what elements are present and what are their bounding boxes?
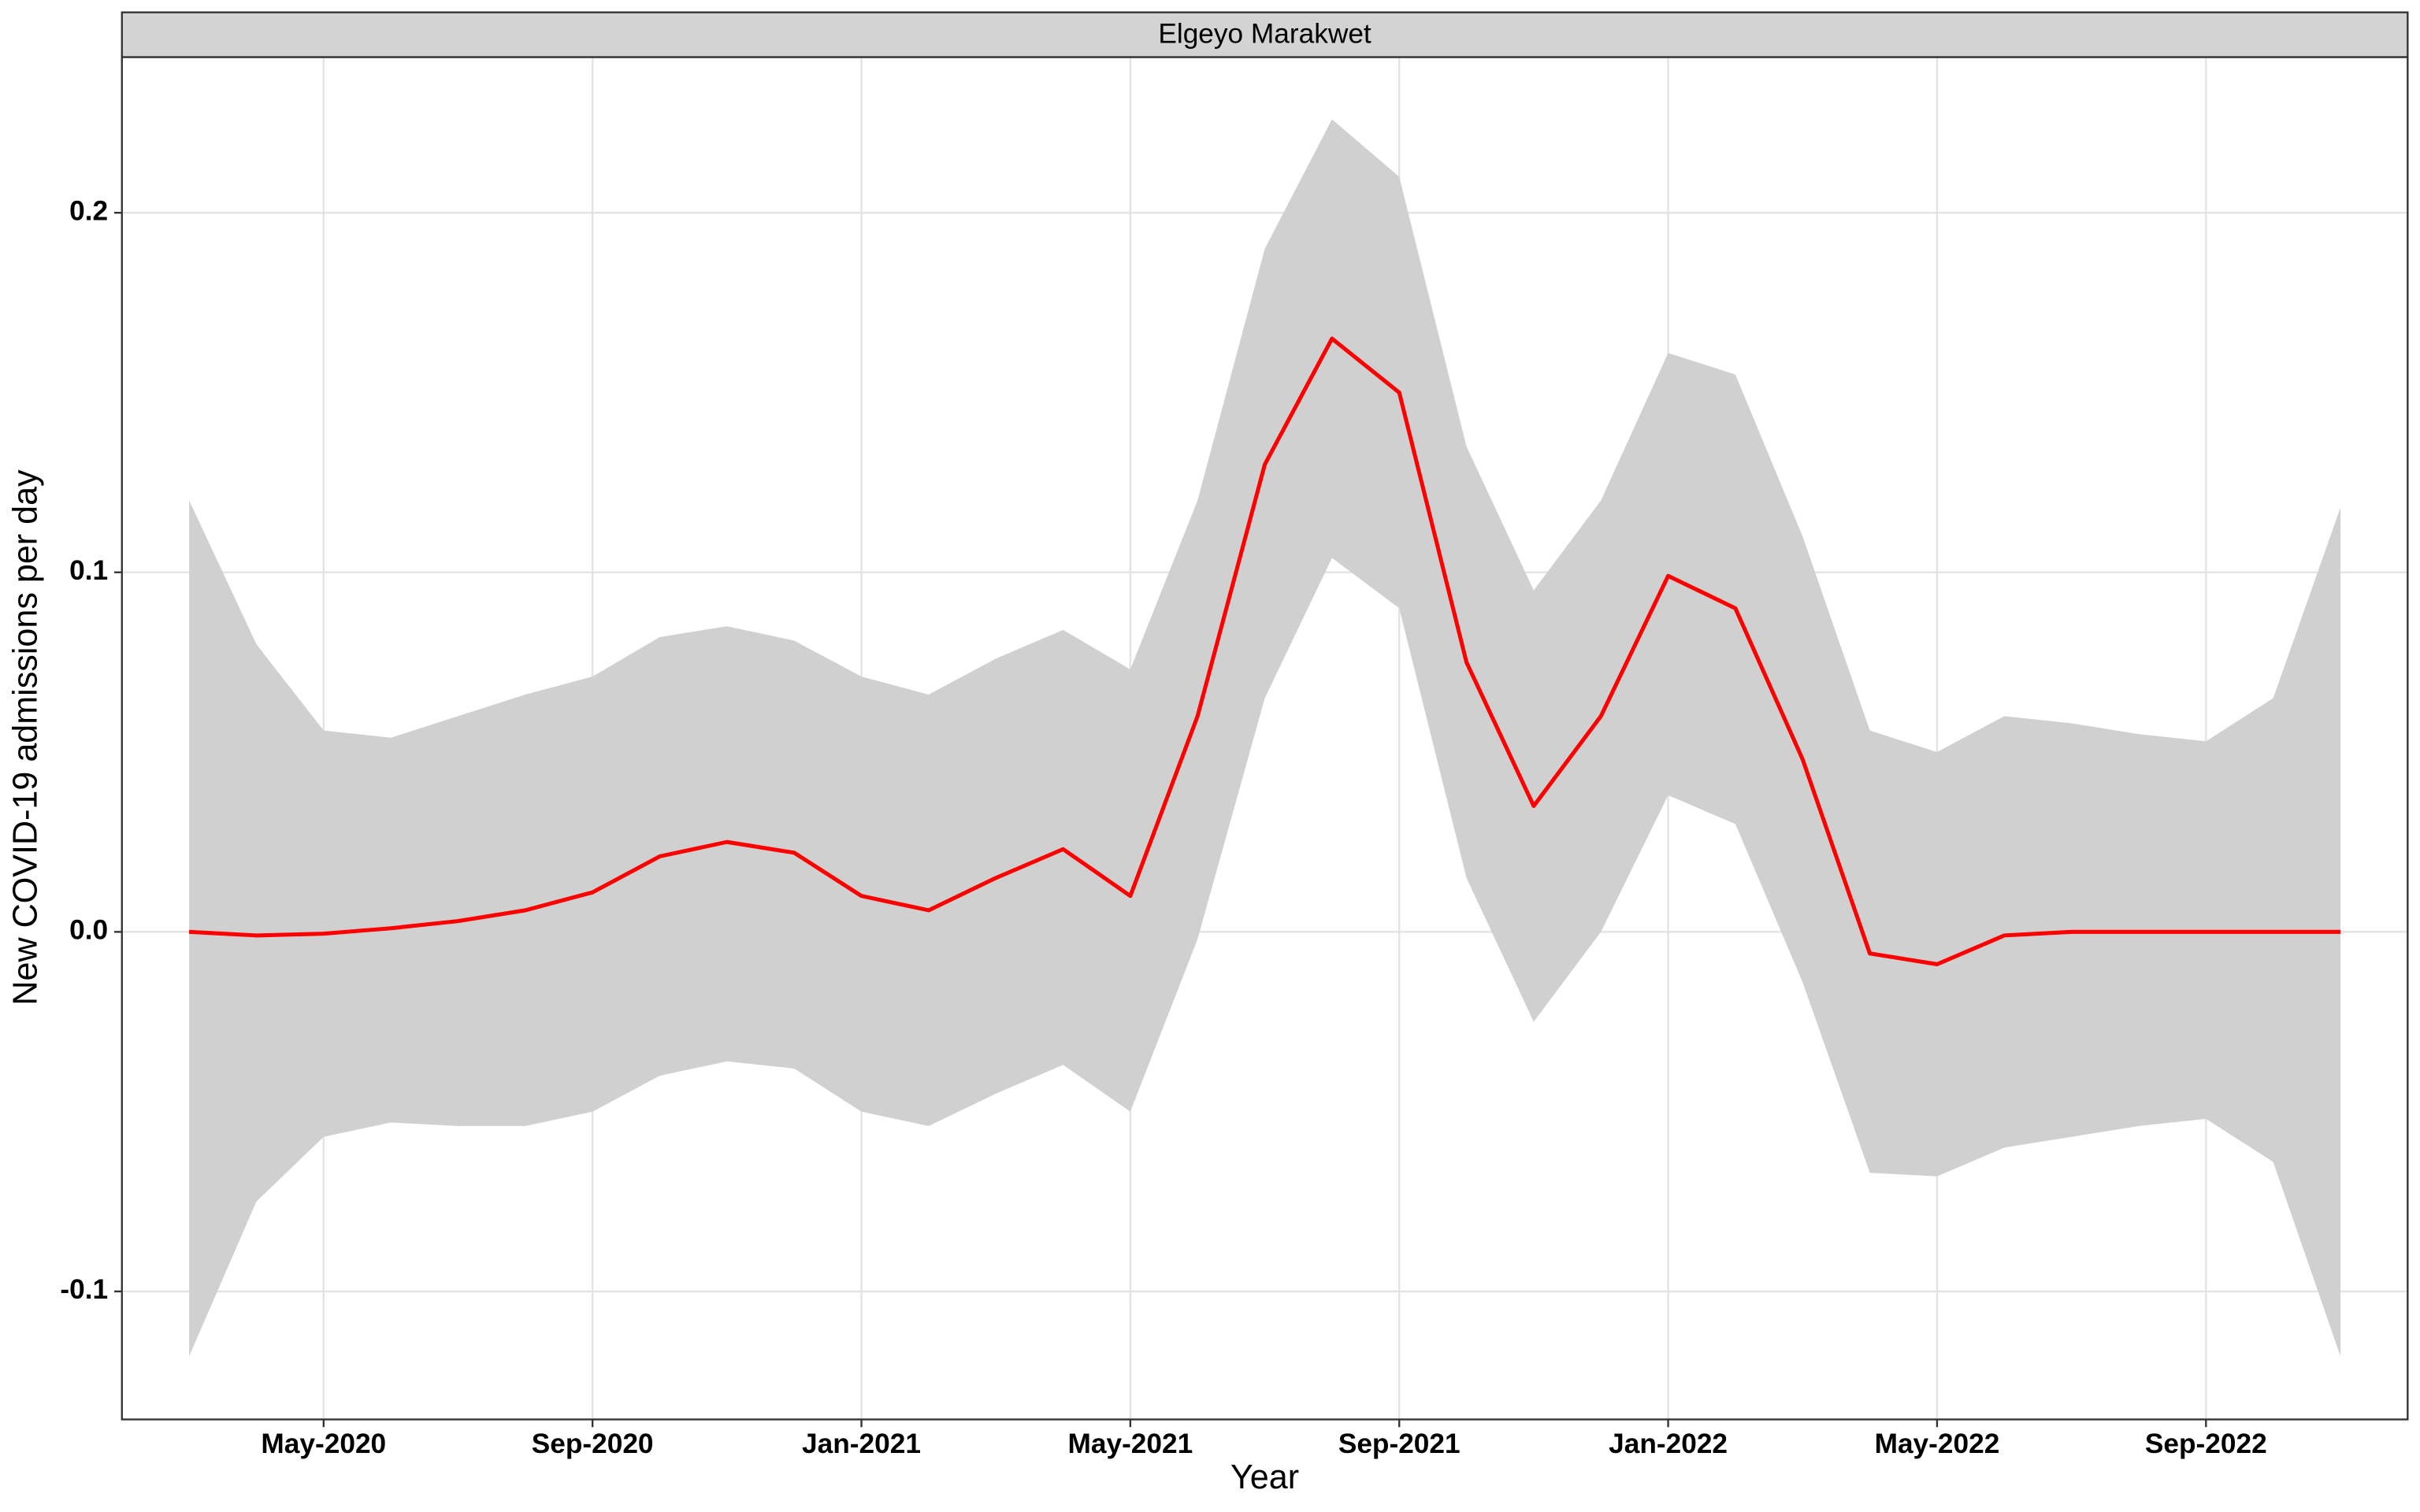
marks — [188, 119, 2340, 1357]
y-tick-label: 0.1 — [69, 555, 108, 586]
y-tick-label: 0.0 — [69, 915, 108, 946]
y-tick-label: -0.1 — [60, 1274, 108, 1305]
line — [188, 336, 2340, 966]
x-tick-label: Jan-2022 — [1609, 1429, 1728, 1459]
strip-title: Elgeyo Marakwet — [1158, 18, 1371, 49]
x-tick-label: May-2022 — [1875, 1429, 2000, 1459]
x-tick-label: Sep-2021 — [1338, 1429, 1461, 1459]
x-tick-label: Jan-2021 — [802, 1429, 921, 1459]
x-axis-title: Year — [1230, 1458, 1299, 1496]
tick-labels: -0.1 0.0 0.1 0.2 May-2020 Sep-2020 Jan-2021 May… — [60, 195, 2266, 1459]
x-tick-label: May-2021 — [1068, 1429, 1193, 1459]
confidence-band — [189, 119, 2340, 1357]
x-tick-label: Sep-2020 — [532, 1429, 654, 1459]
strip — [121, 11, 2409, 58]
x-tick-label: Sep-2022 — [2145, 1429, 2267, 1459]
x-tick-label: May-2020 — [261, 1429, 386, 1459]
y-tick-label: 0.2 — [69, 195, 108, 226]
y-axis-title: New COVID-19 admissions per day — [7, 469, 45, 1006]
